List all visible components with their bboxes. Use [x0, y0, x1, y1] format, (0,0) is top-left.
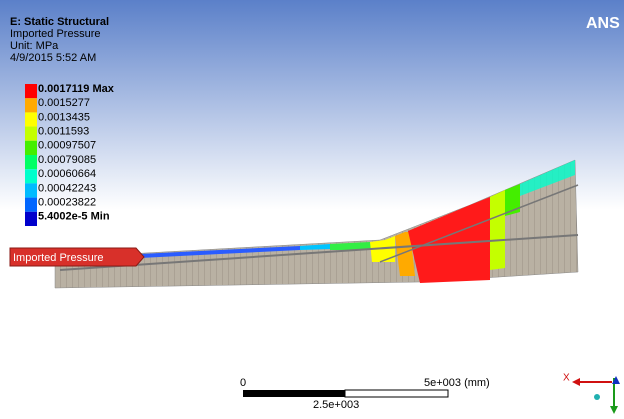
timestamp: 4/9/2015 5:52 AM [10, 52, 96, 64]
legend-swatch [25, 155, 37, 169]
legend-label: 0.0015277 [38, 97, 90, 109]
legend-swatch [25, 183, 37, 197]
title: E: Static Structural [10, 16, 109, 28]
legend-label: 0.00042243 [38, 182, 96, 194]
legend-label: 0.0013435 [38, 111, 90, 123]
legend-swatch [25, 169, 37, 183]
legend-label: 0.00079085 [38, 154, 96, 166]
scale-start: 0 [240, 377, 246, 389]
legend-swatch [25, 84, 37, 98]
tag-label: Imported Pressure [13, 252, 103, 264]
legend-label: 0.0017119 Max [38, 83, 115, 95]
unit: Unit: MPa [10, 40, 59, 52]
legend-swatch [25, 127, 37, 141]
scale-middle: 2.5e+003 [313, 399, 359, 411]
legend-label: 5.4002e-5 Min [38, 211, 110, 223]
legend-swatch [25, 198, 37, 212]
legend-swatch [25, 112, 37, 126]
load-tag: Imported Pressure [10, 248, 144, 266]
legend-swatch [25, 98, 37, 112]
subtitle: Imported Pressure [10, 28, 100, 40]
legend-label: 0.00060664 [38, 168, 96, 180]
legend-label: 0.0011593 [38, 126, 89, 138]
scale-end: 5e+003 (mm) [424, 377, 490, 389]
logo: ANS [586, 15, 620, 32]
viewport: Imported Pressure ANS E: Static Structur… [0, 0, 624, 419]
legend-label: 0.00097507 [38, 140, 96, 152]
triad-x-label: X [563, 373, 570, 384]
legend-label: 0.00023822 [38, 197, 96, 209]
legend-swatch [25, 141, 37, 155]
legend-swatch [25, 212, 37, 226]
